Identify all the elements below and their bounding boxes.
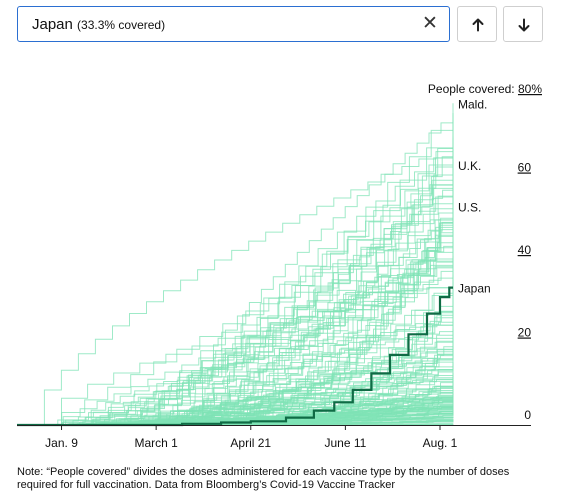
chart-footnote: Note: “People covered” divides the doses… <box>17 466 510 491</box>
series-label: U.K. <box>458 159 481 173</box>
country-line <box>17 217 454 426</box>
country-line <box>17 240 454 426</box>
country-line <box>17 417 454 426</box>
clear-icon[interactable]: ✕ <box>422 13 438 34</box>
search-value: Japan (33.3% covered) <box>32 16 165 33</box>
country-line <box>17 113 454 426</box>
vaccination-coverage-chart: Jan. 9 March 1 April 21 June 11 Aug. 1 0 20 40… <box>17 82 542 450</box>
country-line <box>17 182 454 426</box>
country-line <box>17 144 454 426</box>
y-tick-label: 20 <box>518 326 532 340</box>
series-labels: Mald. U.K. U.S. Japan <box>458 97 491 295</box>
country-line <box>17 324 454 426</box>
x-tick-label: March 1 <box>134 436 178 450</box>
country-line <box>17 142 454 426</box>
x-tick-label: April 21 <box>230 436 271 450</box>
country-line <box>17 196 454 426</box>
country-line <box>17 195 454 426</box>
y-tick-label: 40 <box>518 243 532 257</box>
x-tick-label: Jan. 9 <box>45 436 78 450</box>
coverage-label: (33.3% covered) <box>77 18 166 32</box>
country-line <box>17 319 454 426</box>
series-label: U.S. <box>458 200 481 214</box>
x-axis-ticks: Jan. 9 March 1 April 21 June 11 Aug. 1 <box>45 425 458 450</box>
series-label: Japan <box>458 282 491 296</box>
x-tick-label: Aug. 1 <box>423 436 458 450</box>
y-tick-label: 80% <box>518 82 542 96</box>
arrow-up-icon <box>472 18 484 32</box>
country-line <box>17 205 454 426</box>
arrow-down-icon <box>518 18 530 32</box>
country-line <box>17 204 454 426</box>
country-line <box>17 114 454 426</box>
selected-country: Japan <box>32 16 73 33</box>
country-line <box>17 171 454 426</box>
country-line <box>17 395 454 426</box>
y-axis-ticks: 0 20 40 60 People covered: 80% <box>428 82 542 422</box>
country-line <box>17 144 454 426</box>
x-tick-label: June 11 <box>324 436 366 450</box>
next-country-button[interactable] <box>503 6 543 42</box>
y-tick-label: 0 <box>524 408 531 422</box>
highlighted-country-line <box>17 286 453 427</box>
y-axis-title: People covered: 80% <box>428 82 542 96</box>
y-tick-label: 60 <box>518 161 532 175</box>
country-search-input[interactable]: Japan (33.3% covered) ✕ <box>17 6 450 42</box>
series-label: Mald. <box>458 97 487 111</box>
country-lines <box>17 103 454 426</box>
japan-line <box>17 286 453 427</box>
previous-country-button[interactable] <box>457 6 497 42</box>
country-line <box>17 200 454 426</box>
country-line <box>17 222 454 426</box>
